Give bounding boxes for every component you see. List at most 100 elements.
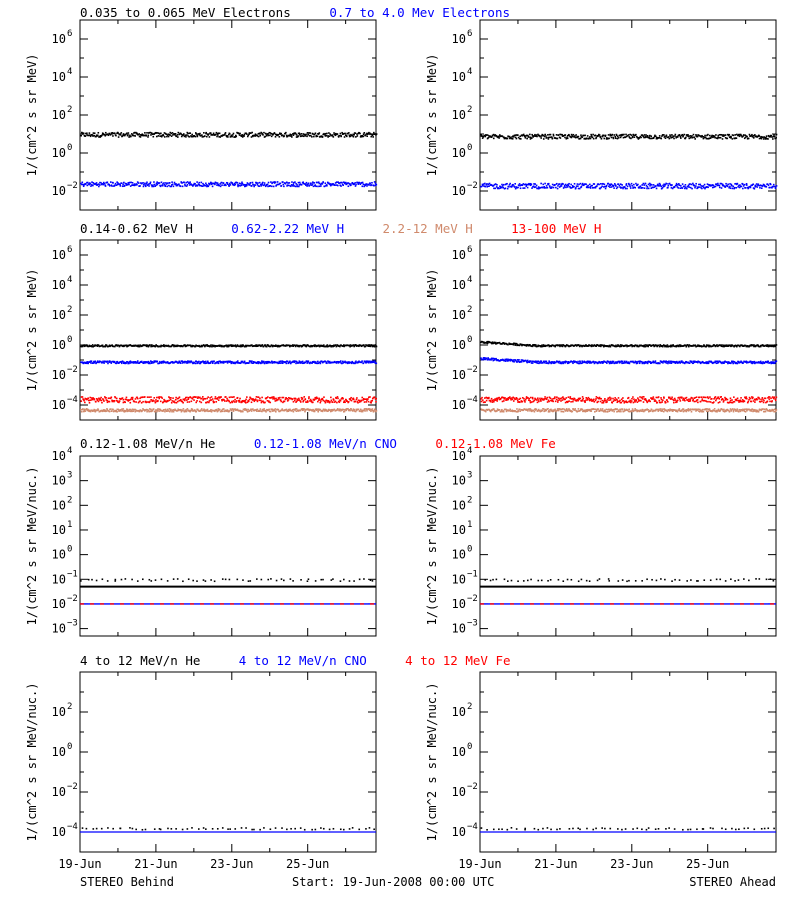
data-point bbox=[159, 345, 161, 348]
data-point bbox=[731, 138, 734, 140]
data-point bbox=[609, 184, 612, 186]
data-point bbox=[541, 186, 544, 189]
data-point bbox=[152, 185, 155, 188]
data-point bbox=[693, 136, 696, 139]
data-point bbox=[509, 182, 511, 185]
data-point bbox=[270, 344, 273, 346]
y-tick-label: 10 bbox=[52, 108, 66, 122]
data-point bbox=[368, 360, 371, 363]
data-point bbox=[597, 183, 599, 185]
data-point bbox=[196, 134, 198, 137]
data-point bbox=[641, 187, 644, 189]
data-point bbox=[632, 360, 634, 363]
data-point bbox=[516, 344, 518, 347]
data-point bbox=[103, 345, 105, 348]
data-point bbox=[716, 360, 719, 363]
data-point bbox=[667, 136, 669, 139]
data-point bbox=[756, 344, 759, 346]
data-point bbox=[727, 134, 730, 137]
data-point bbox=[555, 137, 557, 140]
data-point bbox=[734, 134, 737, 136]
data-point bbox=[535, 184, 538, 187]
data-point bbox=[568, 345, 571, 347]
data-point bbox=[91, 184, 93, 186]
data-point bbox=[183, 181, 185, 184]
data-point bbox=[650, 135, 653, 138]
data-point bbox=[526, 186, 529, 189]
data-point bbox=[482, 341, 485, 343]
data-point bbox=[164, 410, 166, 413]
data-point bbox=[359, 136, 362, 138]
data-point bbox=[763, 184, 766, 186]
data-point bbox=[284, 132, 287, 135]
data-point bbox=[572, 135, 574, 138]
data-point bbox=[304, 410, 306, 413]
y-tick-exponent: 4 bbox=[67, 67, 72, 77]
data-point bbox=[558, 183, 560, 185]
data-point bbox=[298, 133, 301, 136]
data-point bbox=[86, 134, 88, 136]
data-point bbox=[577, 135, 580, 138]
data-point bbox=[349, 409, 351, 412]
data-point bbox=[254, 133, 257, 136]
data-point bbox=[663, 134, 665, 136]
data-point bbox=[149, 181, 152, 184]
data-point bbox=[710, 136, 712, 139]
data-point bbox=[749, 186, 752, 189]
data-point bbox=[301, 409, 304, 412]
data-point bbox=[80, 408, 82, 411]
data-point bbox=[331, 134, 334, 136]
data-point bbox=[724, 360, 726, 363]
data-point bbox=[374, 344, 377, 346]
data-point bbox=[237, 409, 239, 412]
data-point bbox=[185, 409, 188, 411]
data-point bbox=[206, 401, 209, 403]
data-point bbox=[86, 181, 88, 184]
data-point bbox=[206, 185, 208, 188]
data-point bbox=[373, 345, 376, 348]
data-point bbox=[176, 134, 179, 136]
data-point bbox=[358, 401, 361, 403]
data-point bbox=[154, 345, 157, 347]
data-point bbox=[670, 187, 673, 189]
data-point bbox=[191, 184, 193, 186]
data-point bbox=[543, 187, 546, 189]
data-point bbox=[302, 400, 304, 403]
data-point bbox=[587, 345, 589, 347]
data-point bbox=[368, 345, 371, 347]
data-point bbox=[314, 361, 317, 363]
data-point bbox=[370, 408, 373, 411]
data-point bbox=[352, 344, 354, 347]
data-point bbox=[200, 345, 202, 348]
data-point bbox=[329, 133, 331, 135]
data-point bbox=[260, 131, 262, 134]
data-point bbox=[249, 181, 252, 184]
data-point bbox=[97, 409, 100, 411]
data-point bbox=[659, 344, 662, 347]
data-point bbox=[209, 183, 211, 185]
data-point bbox=[305, 408, 308, 411]
data-point bbox=[522, 344, 525, 346]
data-point bbox=[576, 183, 579, 185]
data-point bbox=[154, 410, 156, 413]
data-point bbox=[370, 400, 373, 402]
data-point bbox=[265, 345, 268, 348]
data-point bbox=[252, 135, 254, 138]
data-point bbox=[123, 361, 126, 364]
data-point bbox=[528, 361, 531, 364]
data-point bbox=[203, 184, 206, 187]
data-point bbox=[485, 357, 488, 360]
data-point bbox=[236, 360, 239, 362]
data-point bbox=[547, 134, 549, 136]
data-point bbox=[677, 187, 680, 189]
data-point bbox=[298, 399, 301, 401]
data-point bbox=[336, 401, 338, 404]
data-point bbox=[184, 361, 186, 364]
data-point bbox=[583, 361, 586, 364]
data-point bbox=[208, 400, 211, 402]
data-point bbox=[375, 362, 378, 365]
data-point bbox=[606, 362, 608, 364]
data-point bbox=[321, 360, 323, 363]
data-point bbox=[256, 408, 259, 411]
data-point bbox=[261, 182, 263, 185]
